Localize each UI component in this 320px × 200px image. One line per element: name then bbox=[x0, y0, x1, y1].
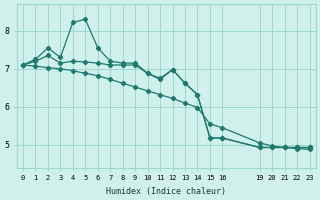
X-axis label: Humidex (Indice chaleur): Humidex (Indice chaleur) bbox=[106, 187, 226, 196]
